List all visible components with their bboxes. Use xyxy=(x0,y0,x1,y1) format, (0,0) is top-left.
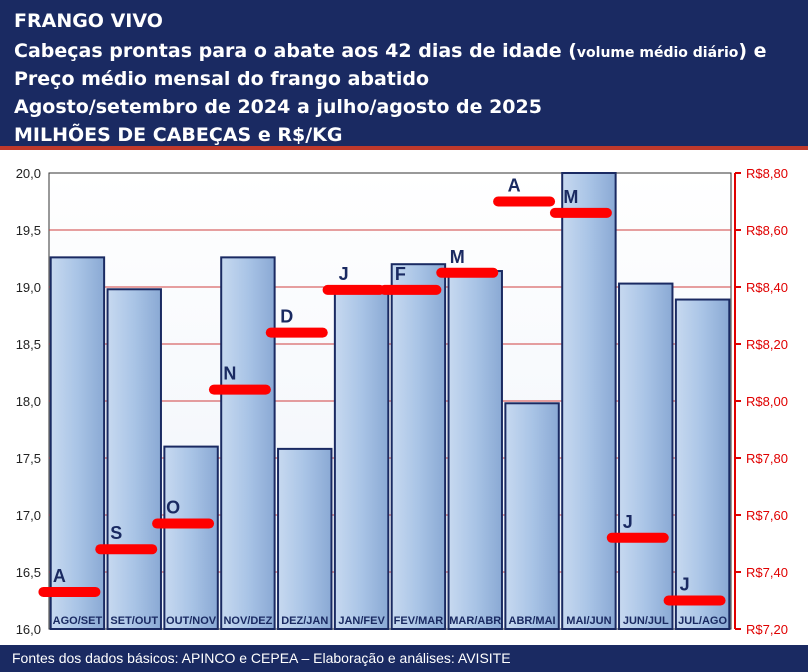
left-axis-tick-label: 20,0 xyxy=(16,166,41,181)
header-subtitle-main: Cabeças prontas para o abate aos 42 dias… xyxy=(14,40,577,62)
x-axis-category-label: FEV/MAR xyxy=(394,615,444,627)
left-axis-tick-label: 18,5 xyxy=(16,337,41,352)
x-axis-category-label: SET/OUT xyxy=(110,615,158,627)
x-axis-category-label: DEZ/JAN xyxy=(281,615,328,627)
right-axis-tick-label: R$7,40 xyxy=(746,565,788,580)
x-axis-category-label: JAN/FEV xyxy=(338,615,385,627)
x-axis-category-label: JUN/JUL xyxy=(623,615,669,627)
x-axis-category-label: MAR/ABR xyxy=(449,615,501,627)
price-marker-label: M xyxy=(563,187,578,207)
header-period-line: Agosto/setembro de 2024 a julho/agosto d… xyxy=(14,96,542,118)
price-marker-label: J xyxy=(680,575,690,595)
bar xyxy=(106,288,162,630)
footer-source: Fontes dos dados básicos: APINCO e CEPEA… xyxy=(12,650,511,666)
price-marker-label: M xyxy=(450,247,465,267)
left-axis-tick-label: 19,0 xyxy=(16,280,41,295)
header-subtitle-end: ) e xyxy=(738,40,767,62)
right-axis-tick-label: R$7,20 xyxy=(746,622,788,637)
bar xyxy=(333,290,390,630)
right-axis-tick-label: R$7,60 xyxy=(746,508,788,523)
price-marker-label: D xyxy=(280,307,293,327)
right-axis-tick-label: R$7,80 xyxy=(746,451,788,466)
chart-header: FRANGO VIVO Cabeças prontas para o abate… xyxy=(0,0,808,150)
header-subtitle-small: volume médio diário xyxy=(576,45,739,61)
left-axis-tick-label: 18,0 xyxy=(16,394,41,409)
left-axis-tick-label: 17,5 xyxy=(16,451,41,466)
x-axis-category-label: ABR/MAI xyxy=(509,615,556,627)
left-axis-tick-label: 19,5 xyxy=(16,223,41,238)
bar xyxy=(220,256,276,631)
left-axis-tick-label: 17,0 xyxy=(16,508,41,523)
x-axis-category-label: AGO/SET xyxy=(53,615,103,627)
price-marker-label: A xyxy=(508,176,521,196)
bar xyxy=(618,282,674,631)
left-axis-tick-label: 16,5 xyxy=(16,565,41,580)
price-marker-label: S xyxy=(110,523,122,543)
x-axis-category-label: NOV/DEZ xyxy=(223,615,272,627)
header-price-line: Preço médio mensal do frango abatido xyxy=(14,68,430,90)
bar xyxy=(674,298,731,630)
bar xyxy=(49,256,106,631)
header-title: FRANGO VIVO xyxy=(14,10,163,32)
bar xyxy=(504,402,560,630)
right-axis-tick-label: R$8,20 xyxy=(746,337,788,352)
right-axis-tick-label: R$8,40 xyxy=(746,280,788,295)
header-units-line: MILHÕES DE CABEÇAS e R$/KG xyxy=(14,124,343,146)
price-marker-label: O xyxy=(166,498,180,518)
x-axis-category-label: JUL/AGO xyxy=(678,615,727,627)
right-axis-tick-label: R$8,60 xyxy=(746,223,788,238)
price-marker-label: J xyxy=(623,512,633,532)
bar xyxy=(447,270,503,630)
price-marker-label: F xyxy=(395,264,406,284)
x-axis-category-label: OUT/NOV xyxy=(166,615,217,627)
bar xyxy=(390,263,447,630)
bar xyxy=(277,447,333,630)
price-marker-label: N xyxy=(223,364,236,384)
bar xyxy=(561,172,617,630)
x-axis-category-label: MAI/JUN xyxy=(566,615,611,627)
price-marker-label: A xyxy=(53,566,66,586)
chart-svg: A S O N D J F M A M J J 16,0 16,5 17,0 17,5 18,0 18,5 19,… xyxy=(16,166,788,637)
bar xyxy=(163,445,219,630)
chart-area: A S O N D J F M A M J J 16,0 16,5 17,0 17,5 18,0 18,5 19,… xyxy=(0,150,808,645)
price-marker-label: J xyxy=(339,264,349,284)
header-subtitle-line: Cabeças prontas para o abate aos 42 dias… xyxy=(14,40,767,62)
chart-footer: Fontes dos dados básicos: APINCO e CEPEA… xyxy=(0,645,808,672)
right-axis-tick-label: R$8,80 xyxy=(746,166,788,181)
left-axis-tick-label: 16,0 xyxy=(16,622,41,637)
right-axis-tick-label: R$8,00 xyxy=(746,394,788,409)
